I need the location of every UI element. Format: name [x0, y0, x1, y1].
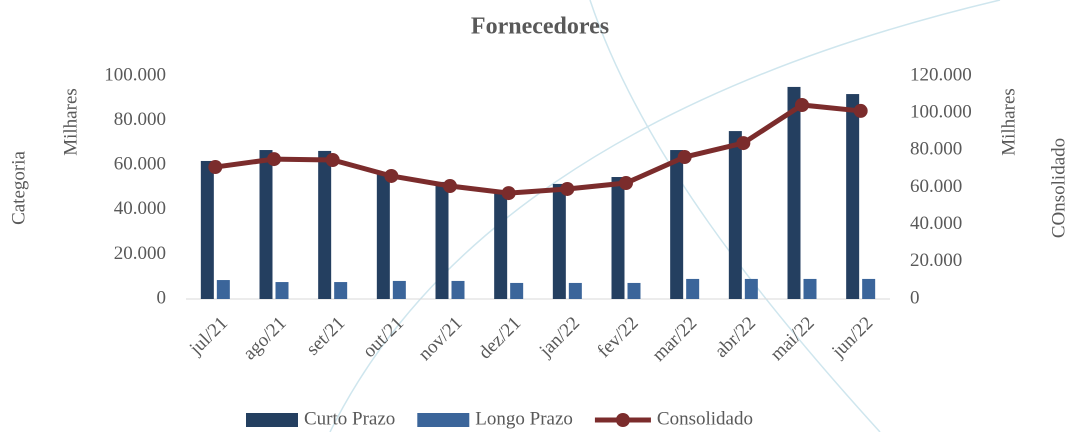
bar [862, 278, 876, 299]
x-tick-label: jul/21 [185, 313, 232, 360]
bar [568, 282, 582, 299]
bar [552, 183, 566, 299]
y2-axis-title: COnsolidado [1048, 138, 1068, 238]
bar [451, 280, 465, 299]
legend-label: Longo Prazo [475, 408, 573, 429]
bar [275, 282, 289, 299]
line-point [736, 136, 751, 151]
y2-tick-label: 60.000 [910, 176, 962, 197]
y2-tick-label: 0 [910, 287, 920, 308]
x-tick-label: jan/22 [535, 313, 584, 362]
legend-swatch [246, 413, 298, 427]
x-tick-label: mar/22 [648, 313, 701, 366]
legend-label: Curto Prazo [304, 408, 395, 429]
line-point [619, 176, 633, 191]
y-tick-label: 0 [157, 287, 167, 308]
line-point [677, 150, 692, 165]
line-point [208, 160, 223, 175]
y2-tick-label: 120.000 [910, 64, 972, 85]
bar [259, 150, 273, 299]
bar [510, 282, 524, 299]
y2-tick-label: 80.000 [910, 139, 962, 160]
x-tick-label: abr/22 [711, 313, 760, 362]
line-point [795, 97, 809, 112]
bar [744, 278, 758, 299]
chart-title: Fornecedores [471, 14, 609, 40]
bar [200, 160, 214, 299]
legend-swatch [417, 413, 470, 427]
y-axis-unit: Milhares [60, 88, 81, 156]
bar [435, 181, 449, 299]
background-decoration [329, 0, 1001, 432]
x-tick-label: jun/22 [827, 313, 877, 363]
line-point [853, 103, 868, 118]
bar [376, 171, 390, 299]
line-point [267, 152, 281, 167]
bar [334, 282, 348, 299]
y2-tick-label: 20.000 [910, 250, 962, 271]
x-tick-label: set/21 [302, 313, 349, 360]
y2-axis-unit: Milhares [998, 88, 1019, 156]
y-axis-title: Categoria [8, 151, 29, 225]
bar [803, 278, 817, 299]
y-tick-label: 60.000 [114, 154, 166, 175]
y2-tick-label: 40.000 [910, 213, 962, 234]
bar [846, 94, 860, 299]
y-tick-label: 40.000 [114, 198, 166, 219]
bar [318, 150, 332, 299]
line [214, 102, 861, 196]
bar [627, 282, 641, 299]
y-tick-label: 80.000 [114, 109, 166, 130]
legend-label: Consolidado [657, 408, 753, 429]
x-tick-label: mai/22 [766, 313, 818, 365]
line-point [325, 152, 340, 167]
y2-tick-label: 100.000 [910, 102, 972, 123]
y-tick-label: 20.000 [114, 243, 166, 264]
x-tick-label: out/21 [359, 313, 408, 362]
bar [216, 280, 230, 299]
line-point [560, 181, 575, 196]
bar [728, 131, 742, 299]
x-tick-label: dez/21 [475, 313, 526, 364]
legend-swatch [615, 413, 630, 427]
bar [670, 150, 684, 299]
x-tick-label: nov/21 [414, 313, 466, 365]
bar [392, 280, 406, 299]
x-tick-label: ago/21 [239, 313, 290, 364]
bar [787, 86, 801, 299]
line-point [443, 179, 457, 194]
line-point [384, 168, 399, 183]
x-tick-label: fev/22 [593, 313, 642, 362]
bar [611, 177, 625, 299]
bar [686, 278, 700, 299]
bar [494, 189, 508, 299]
line-point [501, 186, 516, 201]
y-tick-label: 100.000 [104, 64, 166, 85]
